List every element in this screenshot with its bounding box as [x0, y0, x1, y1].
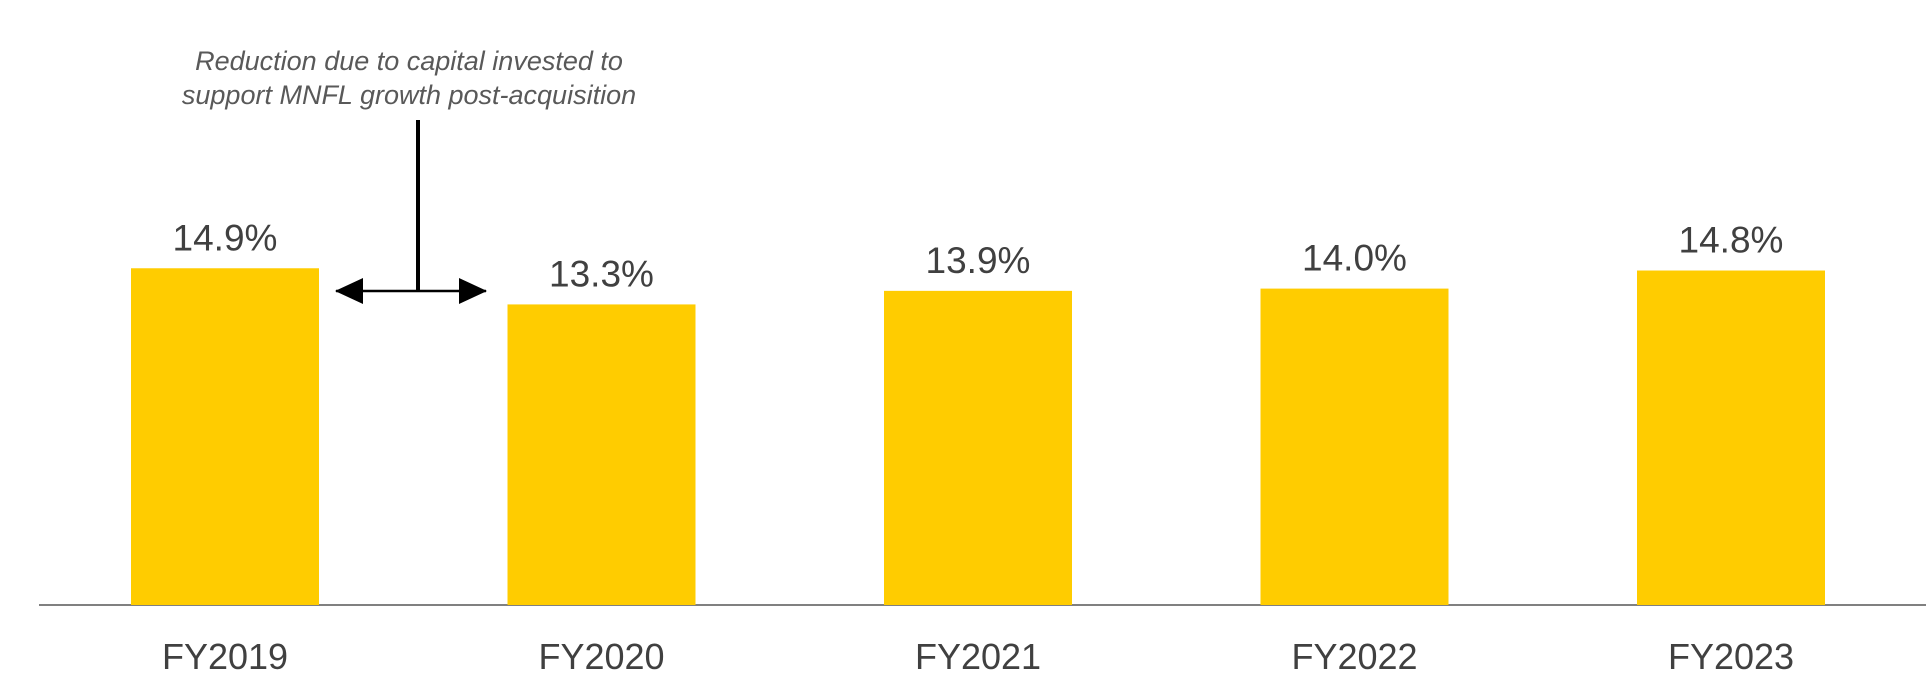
x-tick-label: FY2023 — [1668, 636, 1794, 677]
x-tick-label: FY2019 — [162, 636, 288, 677]
x-tick-label: FY2020 — [538, 636, 664, 677]
bar — [507, 304, 696, 605]
bar — [131, 268, 319, 605]
annotation: support MNFL growth post-acquisition — [182, 80, 636, 110]
x-tick-label: FY2021 — [915, 636, 1041, 677]
bar — [1637, 270, 1825, 605]
value-label: 13.9% — [926, 240, 1031, 281]
value-label: 14.8% — [1679, 220, 1784, 261]
x-tick-label: FY2022 — [1291, 636, 1417, 677]
value-label: 14.9% — [173, 217, 278, 258]
value-label: 13.3% — [549, 253, 654, 294]
annotation: Reduction due to capital invested to — [195, 46, 623, 76]
value-label: 14.0% — [1302, 238, 1407, 279]
bar — [1260, 288, 1449, 605]
bar — [884, 290, 1072, 605]
